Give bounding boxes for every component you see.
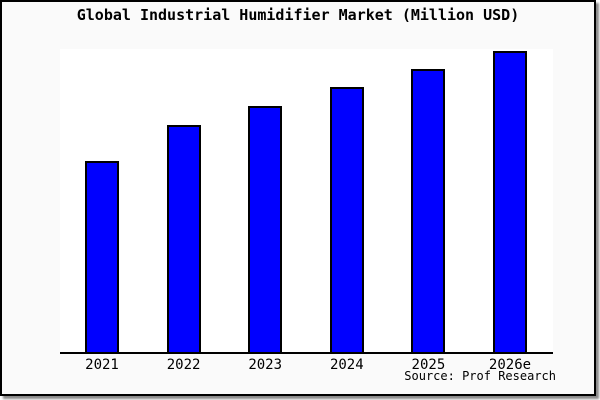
x-tick-label-2022: 2022: [166, 357, 201, 373]
x-tick-label-2025: 2025: [411, 357, 446, 373]
chart-title: Global Industrial Humidifier Market (Mil…: [76, 6, 520, 24]
x-tick-label-2021: 2021: [85, 357, 119, 373]
source-credit: Source: Prof Research: [404, 369, 556, 383]
x-tick-label-2026e: 2026e: [488, 357, 532, 373]
bar-2025: [411, 69, 446, 352]
bar-2026e: [493, 51, 527, 352]
bar-2023: [248, 106, 283, 352]
bar-2022: [166, 125, 201, 352]
bar-2021: [85, 161, 119, 352]
bar-2024: [329, 87, 364, 352]
plot-area: [60, 49, 553, 354]
x-tick-label-2024: 2024: [329, 357, 364, 373]
x-tick-label-2023: 2023: [248, 357, 283, 373]
